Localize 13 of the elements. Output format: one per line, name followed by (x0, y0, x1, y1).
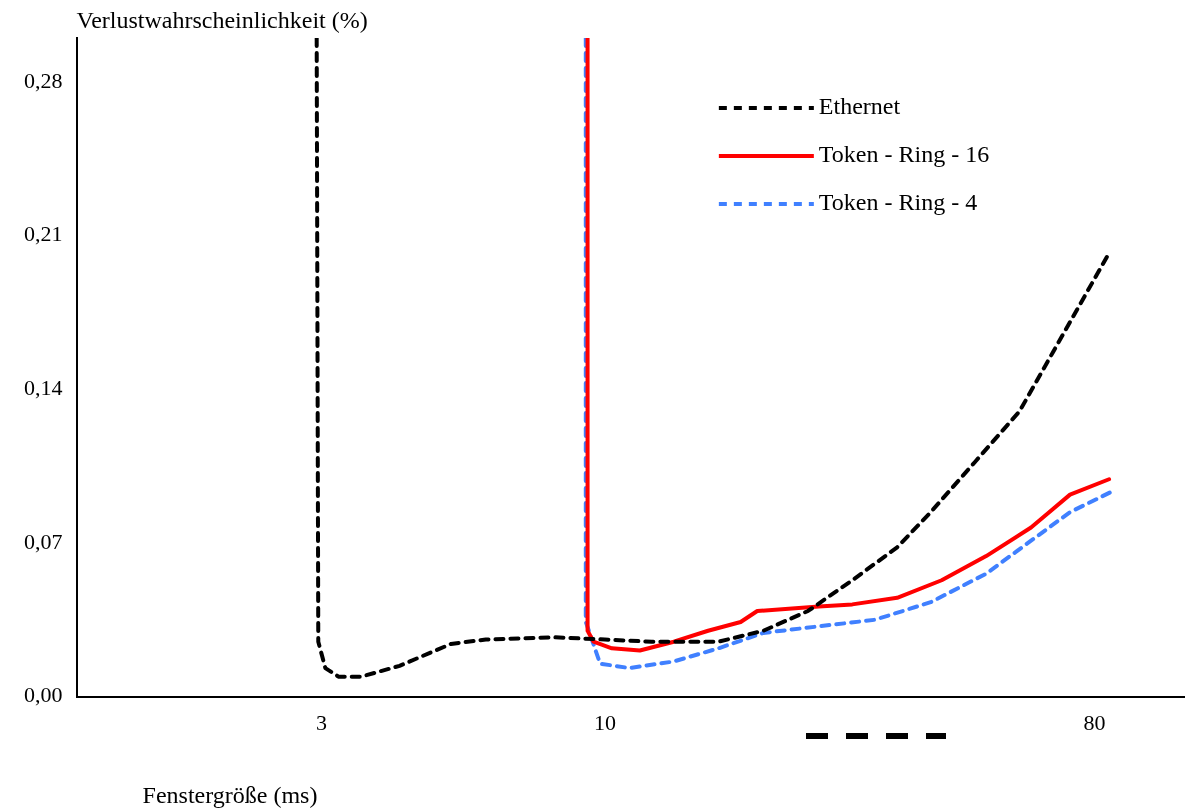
y-tick-label: 0,07 (24, 528, 63, 554)
x-tick-label: 80 (1083, 709, 1106, 735)
x-axis-title: Fenstergröße (ms) (142, 782, 318, 809)
y-tick-label: 0,28 (24, 67, 63, 93)
x-tick-label: 3 (315, 709, 327, 735)
y-tick-label: 0,00 (24, 682, 63, 708)
legend-label: Token - Ring - 4 (818, 189, 978, 216)
y-axis-title: Verlustwahrscheinlichkeit (%) (76, 7, 368, 34)
y-tick-label: 0,14 (24, 375, 63, 401)
y-tick-label: 0,21 (24, 221, 63, 247)
legend-label: Ethernet (818, 93, 901, 120)
legend-label: Token - Ring - 16 (818, 141, 990, 168)
x-tick-label: 10 (593, 709, 616, 735)
